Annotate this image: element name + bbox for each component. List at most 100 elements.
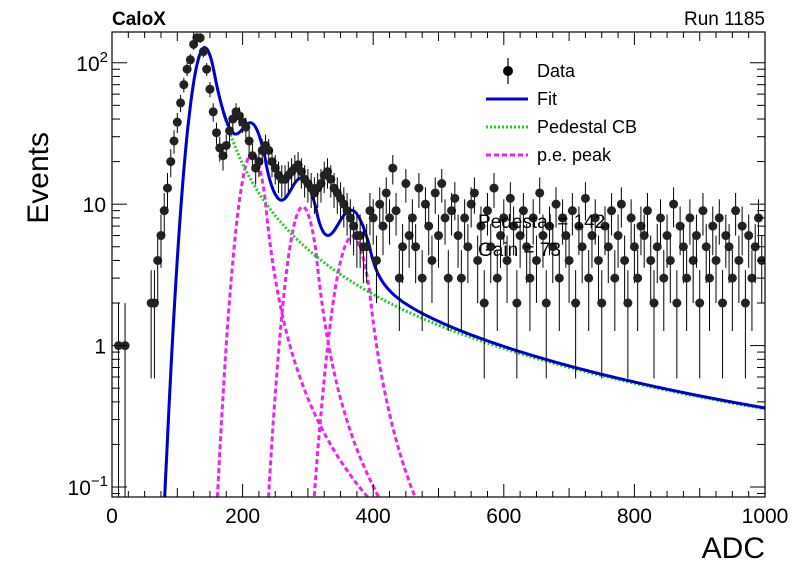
data-point: [747, 250, 757, 332]
data-point: [254, 149, 264, 178]
data-point: [365, 192, 375, 236]
data-point: [453, 214, 463, 268]
data-point: [613, 214, 623, 268]
data-point: [322, 158, 332, 189]
data-point: [584, 250, 594, 332]
data-point: [678, 224, 688, 284]
data-point: [296, 158, 306, 189]
data-point: [577, 224, 587, 284]
data-point: [326, 165, 336, 198]
data-point: [731, 192, 741, 236]
legend-item-pedestal: Pedestal CB: [486, 117, 637, 137]
data-point: [349, 206, 359, 256]
data-point: [695, 270, 705, 379]
data-point: [430, 177, 440, 214]
data-point: [502, 235, 512, 304]
data-point: [463, 224, 473, 284]
legend-item-fit: Fit: [486, 89, 557, 109]
data-point: [714, 199, 724, 245]
data-point: [270, 155, 280, 185]
legend-marker-icon: [503, 66, 513, 76]
data-point: [456, 250, 466, 332]
data-point: [499, 199, 509, 245]
data-point: [665, 235, 675, 304]
data-point: [636, 206, 646, 256]
data-point: [626, 199, 636, 245]
x-tick-label: 200: [225, 505, 260, 528]
x-tick-label: 1000: [742, 505, 789, 528]
data-point: [176, 94, 186, 113]
fit-curve: [163, 45, 765, 497]
data-point: [580, 182, 590, 221]
data-point: [208, 103, 218, 122]
data-point: [120, 303, 130, 497]
data-point: [724, 224, 734, 284]
data-point: [345, 199, 355, 245]
data-point: [394, 250, 404, 332]
pe-peak-3-curve: [312, 235, 417, 497]
data-point: [414, 173, 424, 209]
data-point: [505, 182, 515, 221]
data-point: [669, 187, 679, 228]
legend-label-fit: Fit: [537, 89, 557, 109]
data-point: [607, 192, 617, 236]
data-point: [633, 250, 643, 332]
data-point: [153, 235, 163, 304]
data-point: [371, 235, 381, 304]
data-point: [656, 199, 666, 245]
data-point: [211, 122, 221, 145]
data-point: [362, 224, 372, 284]
data-point: [450, 182, 460, 221]
data-point: [616, 187, 626, 228]
data-point: [525, 250, 535, 332]
data-point: [378, 206, 388, 256]
data-point: [587, 214, 597, 268]
data-point: [496, 214, 506, 268]
data-point: [420, 187, 430, 228]
data-point: [388, 155, 398, 185]
data-point: [479, 270, 489, 379]
data-point: [381, 177, 391, 214]
data-point: [620, 235, 630, 304]
data-point: [492, 250, 502, 332]
data-point: [368, 199, 378, 245]
data-point: [548, 224, 558, 284]
data-point: [195, 33, 205, 44]
data-point: [293, 152, 303, 181]
data-point: [590, 199, 600, 245]
data-point: [593, 235, 603, 304]
data-point: [685, 199, 695, 245]
data-point: [515, 214, 525, 268]
run-label: Run 1185: [684, 9, 765, 30]
data-point: [603, 224, 613, 284]
x-axis-title: ADC: [702, 532, 765, 565]
data-point: [708, 206, 718, 256]
data-point: [727, 250, 737, 332]
data-point: [185, 54, 195, 67]
data-point: [682, 250, 692, 332]
data-point: [244, 130, 254, 154]
y-axis-title: Events: [22, 132, 55, 224]
data-point: [489, 173, 499, 209]
data-point: [476, 206, 486, 256]
legend-label-pe: p.e. peak: [537, 145, 612, 165]
data-point: [688, 235, 698, 304]
legend-item-pe: p.e. peak: [486, 145, 612, 165]
data-point: [734, 235, 744, 304]
data-point: [610, 250, 620, 332]
legend-item-data: Data: [503, 58, 576, 84]
data-point: [659, 250, 669, 332]
data-point: [149, 270, 159, 379]
data-point: [427, 235, 437, 304]
data-point: [652, 224, 662, 284]
data-point: [740, 270, 750, 379]
data-point: [721, 214, 731, 268]
data-point: [522, 224, 532, 284]
data-point: [535, 177, 545, 214]
data-point: [182, 63, 192, 77]
data-point: [342, 192, 352, 236]
x-tick-label: 800: [617, 505, 652, 528]
data-point: [691, 214, 701, 268]
data-point: [554, 250, 564, 332]
